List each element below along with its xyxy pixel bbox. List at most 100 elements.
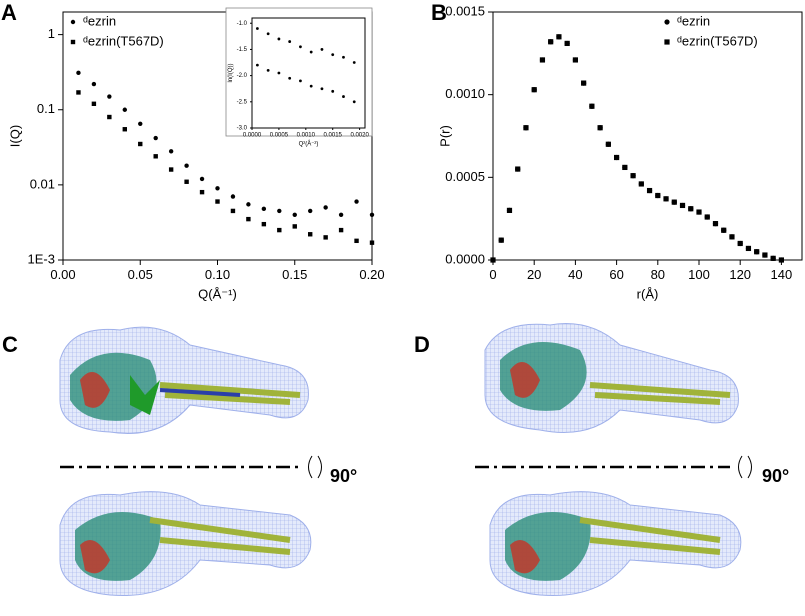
- data-point: [531, 87, 537, 93]
- data-point: [352, 61, 356, 64]
- data-point: [292, 212, 297, 217]
- x-axis-label: r(Å): [637, 286, 659, 301]
- data-point: [614, 154, 620, 161]
- data-point: [354, 238, 359, 244]
- y-tick-label: 0.0000: [445, 251, 485, 266]
- data-point: [266, 32, 270, 36]
- panel-label: B: [431, 0, 447, 25]
- legend-label: ᵈezrin(T567D): [677, 33, 758, 48]
- data-point: [215, 186, 220, 191]
- y-tick-label: 0.0005: [445, 169, 485, 184]
- ribbon: [510, 540, 540, 574]
- data-point: [277, 37, 281, 41]
- legend-label: ᵈezrin(T567D): [83, 33, 164, 48]
- chart: 0.00 0.05 0.10 0.15 0.20 1E-3 0.01 0.1 1 Q(Å⁻¹) I(…: [1, 0, 385, 301]
- data-point: [153, 135, 158, 141]
- data-point: [664, 19, 670, 25]
- data-point: [215, 199, 220, 204]
- data-point: [138, 121, 143, 126]
- data-point: [712, 221, 719, 227]
- x-tick-label: 0.20: [359, 267, 384, 282]
- data-point: [338, 212, 344, 217]
- data-point: [91, 81, 97, 87]
- data-point: [696, 209, 702, 215]
- data-point: [76, 90, 81, 95]
- data-point: [754, 249, 760, 255]
- y-tick-label: 0.0010: [445, 86, 485, 101]
- ribbon: [130, 375, 160, 415]
- y-tick-label: -1.0: [237, 21, 248, 27]
- x-tick-label: 0.05: [128, 267, 153, 282]
- data-point: [342, 95, 345, 98]
- data-point: [646, 187, 653, 194]
- data-point: [688, 206, 694, 212]
- data-point: [255, 63, 259, 67]
- data-point: [122, 127, 127, 132]
- data-point: [288, 76, 292, 80]
- data-point: [107, 114, 112, 120]
- x-tick-label: 0.00: [50, 267, 75, 282]
- data-point: [729, 234, 735, 240]
- chart: 0.0000 0.0005 0.0010 0.0015 0.0020 -1.0 -1.5 -2…: [225, 7, 373, 147]
- x-tick-label: 0.0000: [243, 132, 262, 138]
- panel-label: C: [2, 332, 18, 357]
- data-point: [721, 227, 727, 233]
- helix: [589, 382, 731, 405]
- x-tick-label: 0.0010: [297, 132, 316, 138]
- data-point: [292, 224, 297, 229]
- x-tick-label: 140: [771, 267, 793, 282]
- helix: [159, 382, 301, 405]
- data-point: [246, 216, 251, 222]
- plot-frame: [492, 11, 803, 261]
- data-point: [308, 208, 313, 214]
- data-point: [548, 39, 554, 45]
- data-point: [664, 39, 670, 45]
- x-tick-label: 60: [609, 267, 623, 282]
- data-point: [523, 125, 529, 131]
- data-point: [597, 125, 603, 131]
- x-tick-label: 40: [568, 267, 582, 282]
- data-point: [369, 212, 375, 217]
- data-point: [762, 252, 768, 258]
- data-point: [76, 70, 81, 76]
- data-point: [91, 101, 97, 106]
- data-point: [323, 205, 328, 210]
- data-point: [506, 207, 513, 213]
- data-point: [299, 79, 302, 83]
- data-point: [70, 39, 76, 45]
- data-point: [331, 89, 335, 93]
- data-point: [323, 235, 328, 240]
- data-point: [630, 173, 636, 179]
- data-point: [778, 257, 784, 263]
- data-point: [320, 48, 324, 51]
- structure-panel-c: C 90°: [2, 326, 357, 597]
- data-point: [168, 167, 174, 172]
- data-point: [770, 255, 776, 261]
- data-point: [745, 245, 752, 252]
- data-point: [299, 45, 302, 49]
- data-point: [342, 55, 345, 59]
- y-tick-label: 0.01: [30, 176, 55, 191]
- data-point: [737, 240, 743, 247]
- data-point: [261, 206, 267, 212]
- data-point: [490, 257, 496, 263]
- ribbon: [80, 540, 110, 574]
- data-point: [261, 221, 267, 227]
- data-point: [671, 199, 677, 205]
- data-point: [153, 154, 158, 159]
- rotation-label: 90°: [762, 466, 789, 486]
- data-point: [122, 107, 128, 112]
- data-point: [556, 34, 562, 40]
- y-tick-label: 1E-3: [28, 251, 55, 266]
- legend-label: ᵈezrin: [83, 13, 116, 28]
- data-point: [288, 40, 292, 43]
- data-point: [498, 237, 504, 243]
- x-tick-label: 0.0020: [350, 132, 369, 138]
- data-point: [107, 94, 112, 99]
- data-point: [266, 68, 270, 72]
- y-tick-label: 0.1: [37, 101, 55, 116]
- data-point: [622, 164, 628, 171]
- y-tick-label: 1: [48, 26, 55, 41]
- data-point: [354, 199, 359, 204]
